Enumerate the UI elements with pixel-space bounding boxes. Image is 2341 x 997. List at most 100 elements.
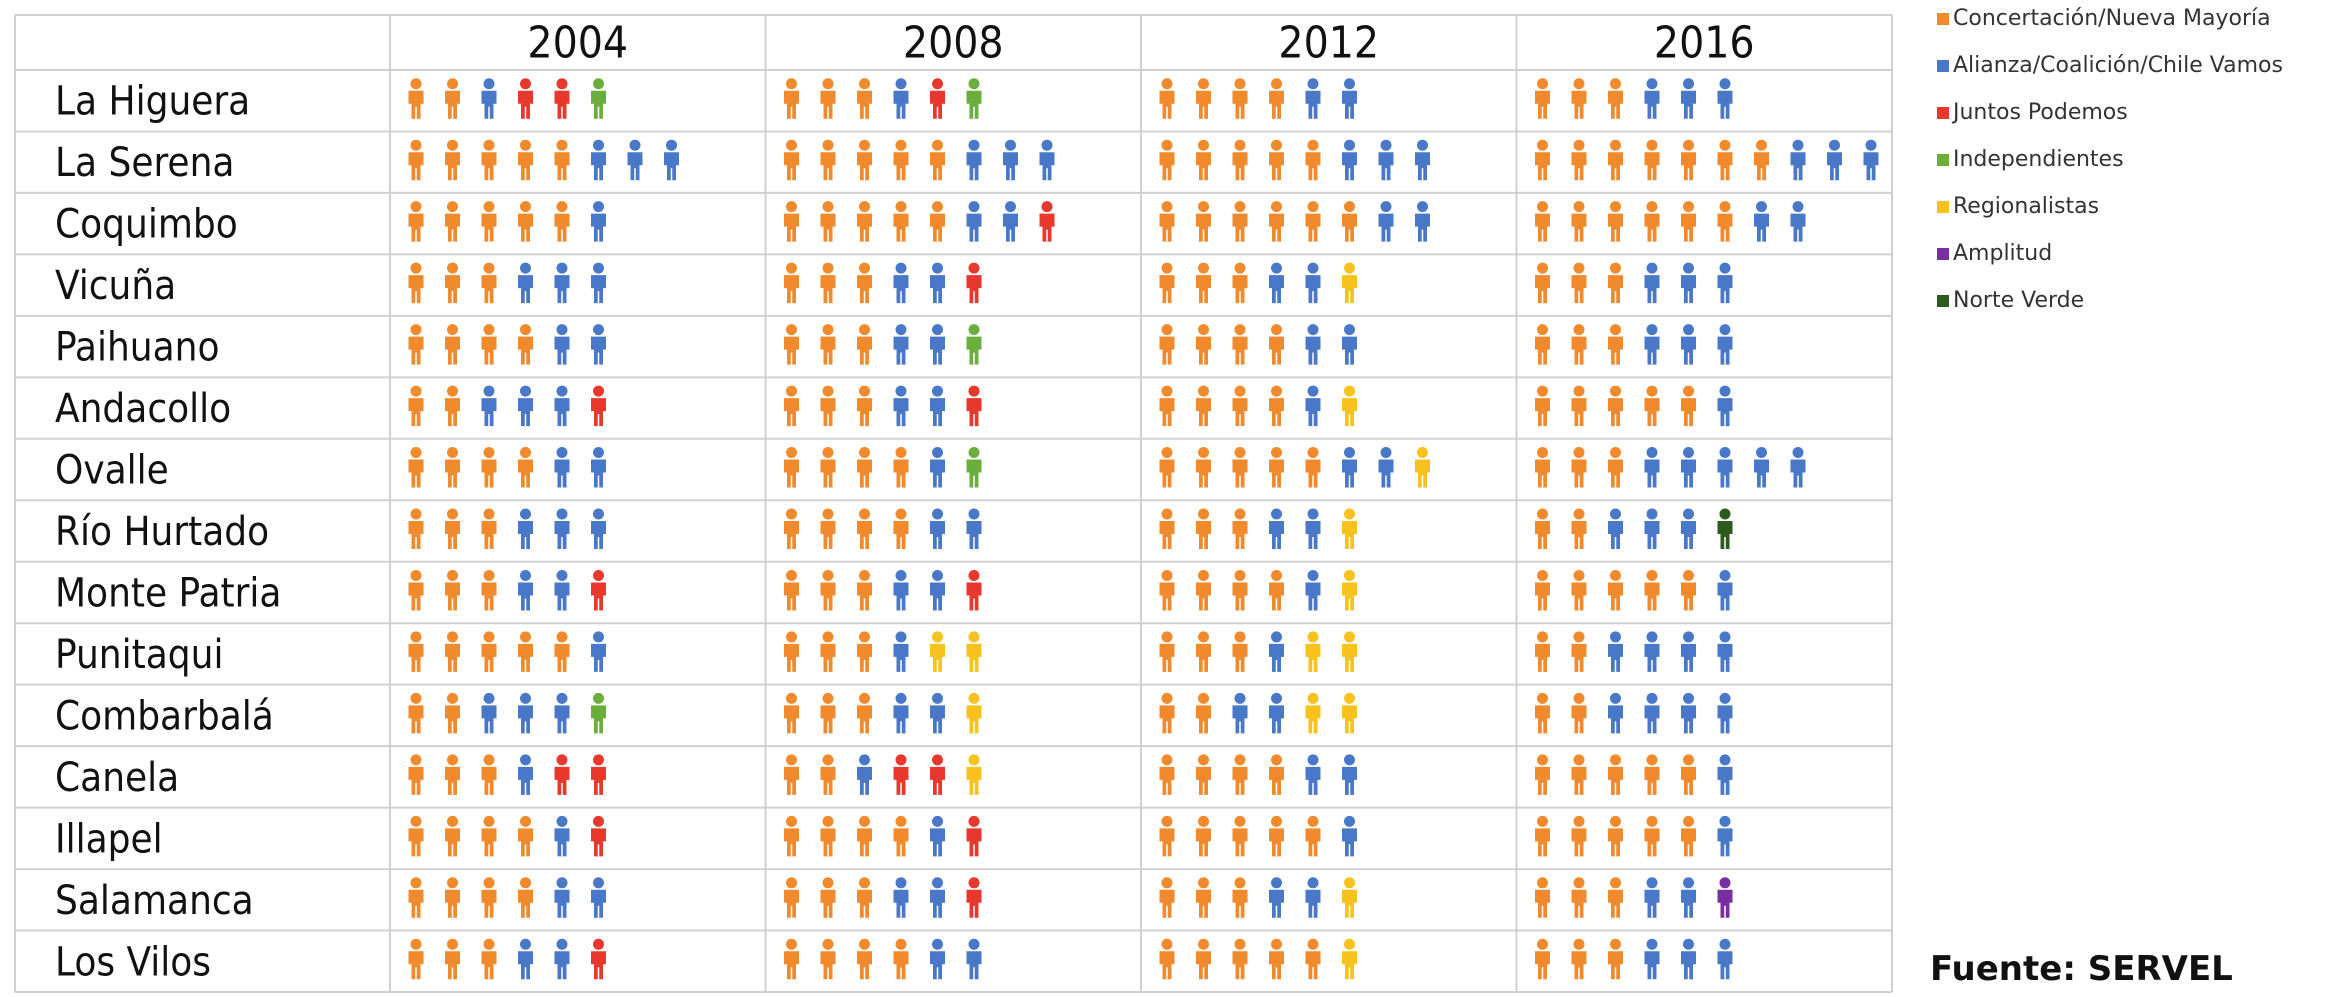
icon-head bbox=[1573, 569, 1585, 581]
legend-label: Amplitud bbox=[1953, 241, 2052, 266]
icon-head bbox=[1307, 508, 1319, 520]
icon-body bbox=[820, 766, 836, 795]
councillor-icon bbox=[784, 692, 799, 734]
icon-body bbox=[820, 828, 836, 857]
icon-head bbox=[1198, 262, 1209, 274]
icon-head bbox=[520, 447, 531, 459]
councillor-icon bbox=[1159, 631, 1175, 672]
icon-head bbox=[1005, 139, 1016, 151]
icon-body bbox=[893, 152, 909, 181]
icon-head bbox=[593, 324, 604, 336]
councillor-icon bbox=[1644, 877, 1660, 918]
councillor-icon bbox=[966, 447, 982, 488]
icon-body bbox=[481, 643, 497, 672]
councillor-icon bbox=[518, 508, 533, 549]
icon-body bbox=[784, 766, 799, 795]
councillor-icon bbox=[1342, 631, 1357, 672]
icon-head bbox=[1573, 631, 1585, 643]
councillor-icon bbox=[1754, 447, 1769, 488]
councillor-icon bbox=[1232, 324, 1248, 365]
councillor-icon bbox=[1305, 262, 1321, 304]
icon-body bbox=[1378, 213, 1394, 242]
icon-head bbox=[859, 201, 870, 213]
icon-body bbox=[1305, 828, 1321, 857]
icon-head bbox=[410, 754, 422, 766]
icon-head bbox=[1307, 877, 1319, 889]
icon-head bbox=[1234, 508, 1246, 520]
icon-body bbox=[1644, 828, 1660, 857]
councillor-icon bbox=[408, 262, 424, 304]
icon-head bbox=[1307, 447, 1319, 459]
icon-head bbox=[593, 262, 604, 274]
icon-body bbox=[1681, 582, 1696, 611]
icon-body bbox=[1232, 90, 1248, 119]
councillor-icon bbox=[481, 324, 497, 365]
icon-head bbox=[410, 938, 422, 950]
icon-body bbox=[820, 889, 836, 918]
icon-head bbox=[1646, 938, 1658, 950]
icon-head bbox=[1198, 139, 1209, 151]
councillor-icon bbox=[1535, 447, 1550, 488]
councillor-icon bbox=[1305, 631, 1321, 672]
icon-head bbox=[968, 139, 980, 151]
icon-body bbox=[966, 521, 982, 549]
councillor-icon bbox=[481, 815, 497, 857]
icon-head bbox=[1271, 78, 1282, 90]
icon-body bbox=[1644, 275, 1660, 304]
icon-head bbox=[1756, 201, 1767, 213]
councillor-icon bbox=[893, 139, 909, 181]
icon-body bbox=[1681, 213, 1696, 242]
icon-body bbox=[1608, 521, 1623, 549]
icon-body bbox=[591, 459, 606, 488]
icon-head bbox=[1234, 815, 1246, 827]
icon-head bbox=[1537, 754, 1548, 766]
councillor-icon bbox=[554, 569, 570, 611]
icon-head bbox=[1344, 324, 1355, 336]
icon-body bbox=[1196, 213, 1211, 242]
councillor-icon bbox=[1269, 262, 1284, 304]
icon-body bbox=[1608, 643, 1623, 672]
icon-body bbox=[1305, 643, 1321, 672]
icon-head bbox=[1161, 569, 1173, 581]
councillor-icon bbox=[1232, 139, 1248, 181]
icon-body bbox=[481, 275, 497, 304]
icon-body bbox=[1608, 336, 1623, 365]
icon-body bbox=[1159, 336, 1175, 365]
councillor-icon bbox=[1608, 447, 1623, 488]
legend-swatch bbox=[1937, 201, 1949, 213]
icon-body bbox=[1644, 213, 1660, 242]
councillor-icon bbox=[1378, 201, 1394, 242]
icon-head bbox=[822, 78, 834, 90]
councillor-icon bbox=[408, 508, 424, 549]
icon-head bbox=[1683, 631, 1694, 643]
icon-head bbox=[1161, 447, 1173, 459]
icon-body bbox=[1535, 398, 1550, 427]
icon-body bbox=[1196, 398, 1211, 427]
councillor-icon bbox=[930, 447, 945, 488]
councillor-icon bbox=[893, 815, 909, 857]
icon-head bbox=[1234, 692, 1246, 704]
icon-body bbox=[664, 152, 679, 181]
icon-head bbox=[859, 692, 870, 704]
icon-head bbox=[895, 201, 907, 213]
councillor-icon bbox=[966, 631, 982, 672]
icon-body bbox=[820, 643, 836, 672]
icon-body bbox=[893, 828, 909, 857]
icon-head bbox=[1719, 631, 1731, 643]
icon-body bbox=[627, 152, 643, 181]
icon-body bbox=[1571, 705, 1587, 734]
councillor-icon bbox=[1269, 569, 1284, 611]
councillor-icon bbox=[481, 139, 497, 181]
icon-head bbox=[556, 692, 568, 704]
icon-head bbox=[1610, 938, 1621, 950]
councillor-icon bbox=[1342, 324, 1357, 365]
icon-head bbox=[822, 877, 834, 889]
councillor-icon bbox=[966, 262, 982, 304]
icon-body bbox=[784, 152, 799, 181]
icon-head bbox=[1344, 201, 1355, 213]
councillor-icon bbox=[591, 815, 606, 857]
icon-head bbox=[1719, 78, 1731, 90]
councillor-icon bbox=[1608, 692, 1623, 734]
councillor-icon bbox=[1232, 692, 1248, 734]
icon-body bbox=[1342, 90, 1357, 119]
